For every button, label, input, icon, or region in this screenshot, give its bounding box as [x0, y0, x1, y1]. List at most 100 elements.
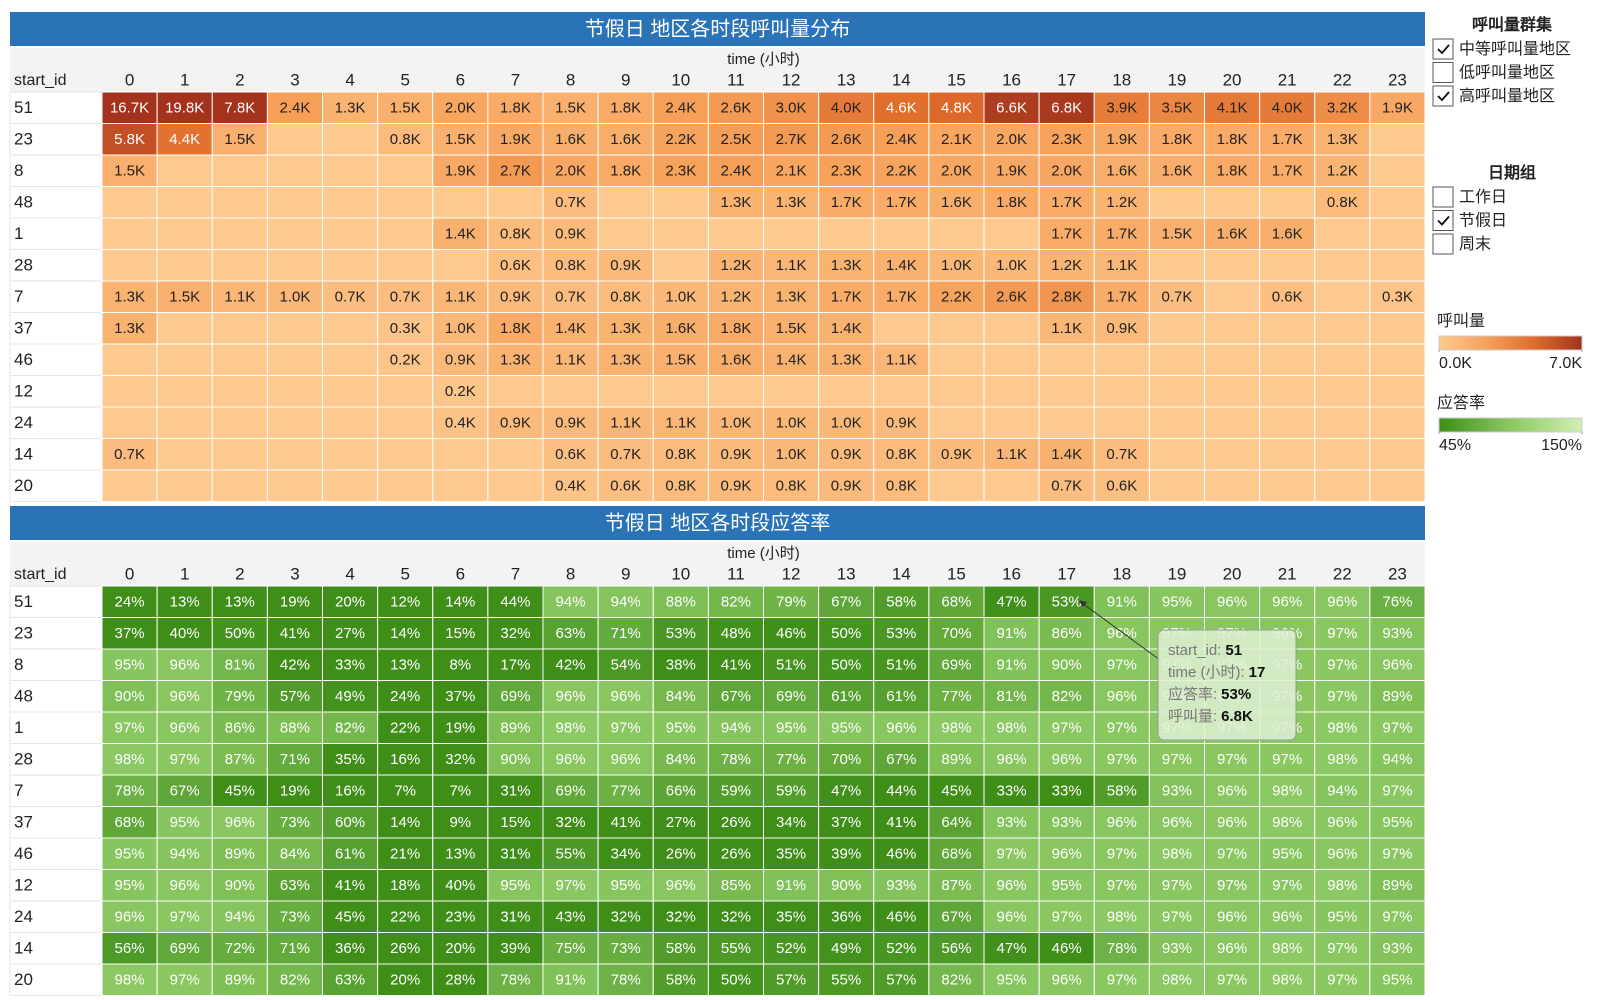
checkbox[interactable] — [1432, 186, 1454, 208]
empty-cell — [266, 154, 323, 187]
heat-cell — [983, 900, 1040, 933]
heat-cell — [1093, 743, 1150, 776]
cell-label: 16.7K — [110, 100, 149, 117]
cell-label: 1.6K — [1106, 163, 1137, 180]
cell-label: 1.6K — [1162, 163, 1193, 180]
heat-cell — [1369, 837, 1426, 870]
cell-label: 1.1K — [776, 257, 807, 274]
row-label-bg — [9, 900, 103, 933]
cell-label: 84% — [280, 846, 310, 863]
tooltip — [1157, 629, 1297, 741]
cell-label: 38% — [666, 657, 696, 674]
filter-item[interactable]: 中等呼叫量地区 — [1432, 38, 1571, 60]
heat-cell — [1369, 806, 1426, 839]
checkbox[interactable] — [1432, 233, 1454, 255]
cell-label: 24% — [390, 688, 420, 705]
cell-label: 22% — [390, 720, 420, 737]
heat-cell — [487, 154, 544, 187]
cell-label: 98% — [1327, 720, 1357, 737]
cell-label: 0.6K — [500, 257, 531, 274]
cell-label: 1.0K — [445, 320, 476, 337]
cell-label: 78% — [115, 783, 145, 800]
heat-cell — [432, 123, 489, 156]
filter-item[interactable]: 工作日 — [1432, 186, 1507, 208]
filter-label[interactable]: 低呼叫量地区 — [1459, 64, 1555, 82]
empty-cell — [101, 217, 158, 250]
heat-cell — [377, 680, 434, 713]
empty-cell — [1038, 343, 1095, 376]
x-axis-title: time (小时) — [727, 51, 800, 68]
filter-label[interactable]: 高呼叫量地区 — [1459, 87, 1555, 105]
heat-cell — [818, 932, 875, 965]
checkbox[interactable] — [1432, 210, 1454, 231]
empty-cell — [652, 249, 709, 282]
heat-cell — [873, 648, 930, 681]
filter-label[interactable]: 工作日 — [1459, 188, 1507, 206]
cell-label: 47% — [997, 940, 1027, 957]
checkbox[interactable] — [1432, 38, 1454, 60]
heat-cell — [1093, 900, 1150, 933]
filter-label[interactable]: 节假日 — [1459, 212, 1507, 230]
cell-label: 32% — [500, 625, 530, 642]
row-label: 48 — [14, 687, 33, 706]
cell-label: 1.2K — [721, 289, 752, 306]
empty-cell — [101, 469, 158, 502]
cell-label: 96% — [886, 720, 916, 737]
cell-label: 1.1K — [886, 352, 917, 369]
column-label: 12 — [782, 70, 801, 89]
column-label: 19 — [1167, 564, 1186, 583]
heat-cell — [266, 963, 323, 996]
cell-label: 40% — [170, 625, 200, 642]
legend-tick-label: 7.0K — [1549, 355, 1582, 372]
empty-cell — [156, 343, 213, 376]
heat-cell — [818, 648, 875, 681]
cell-label: 97% — [1382, 909, 1412, 926]
header-bg — [10, 542, 1425, 586]
heat-cell — [1093, 837, 1150, 870]
heat-cell — [542, 711, 599, 744]
filter-item[interactable]: 节假日 — [1432, 210, 1507, 231]
cell-label: 41% — [280, 625, 310, 642]
filter-label[interactable]: 周末 — [1459, 235, 1491, 253]
empty-cell — [1259, 186, 1316, 219]
empty-cell — [156, 438, 213, 471]
cell-label: 73% — [280, 814, 310, 831]
heat-cell — [1259, 806, 1316, 839]
cell-label: 57% — [886, 972, 916, 989]
cell-label: 1.5K — [114, 163, 145, 180]
column-label: 0 — [125, 70, 134, 89]
column-label: 21 — [1278, 564, 1297, 583]
cell-label: 0.7K — [335, 289, 366, 306]
heat-cell — [377, 343, 434, 376]
cell-label: 49% — [335, 688, 365, 705]
heat-cell — [597, 648, 654, 681]
heat-cell — [377, 312, 434, 345]
cell-label: 72% — [225, 940, 255, 957]
cell-label: 78% — [1107, 940, 1137, 957]
heat-cell — [873, 123, 930, 156]
cell-label: 1.7K — [831, 289, 862, 306]
cell-label: 97% — [1162, 877, 1192, 894]
check-mark — [1437, 91, 1450, 102]
cell-label: 67% — [170, 783, 200, 800]
heat-cell — [707, 869, 764, 902]
filter-label[interactable]: 中等呼叫量地区 — [1459, 40, 1571, 58]
cell-label: 95% — [997, 972, 1027, 989]
filter-item[interactable]: 周末 — [1432, 233, 1491, 255]
empty-cell — [1148, 186, 1205, 219]
empty-cell — [1369, 406, 1426, 439]
cell-label: 95% — [611, 877, 641, 894]
empty-cell — [763, 375, 820, 408]
cell-label: 84% — [666, 688, 696, 705]
checkbox[interactable] — [1432, 62, 1454, 83]
column-label: 7 — [511, 70, 520, 89]
empty-cell — [763, 217, 820, 250]
tooltip-value: 51 — [1225, 642, 1242, 659]
cell-label: 2.6K — [996, 289, 1027, 306]
checkbox[interactable] — [1432, 85, 1454, 107]
filter-item[interactable]: 低呼叫量地区 — [1432, 62, 1555, 83]
heat-cell — [1204, 91, 1261, 124]
cell-label: 0.6K — [610, 478, 641, 495]
heat-cell — [1259, 154, 1316, 187]
filter-item[interactable]: 高呼叫量地区 — [1432, 85, 1555, 107]
